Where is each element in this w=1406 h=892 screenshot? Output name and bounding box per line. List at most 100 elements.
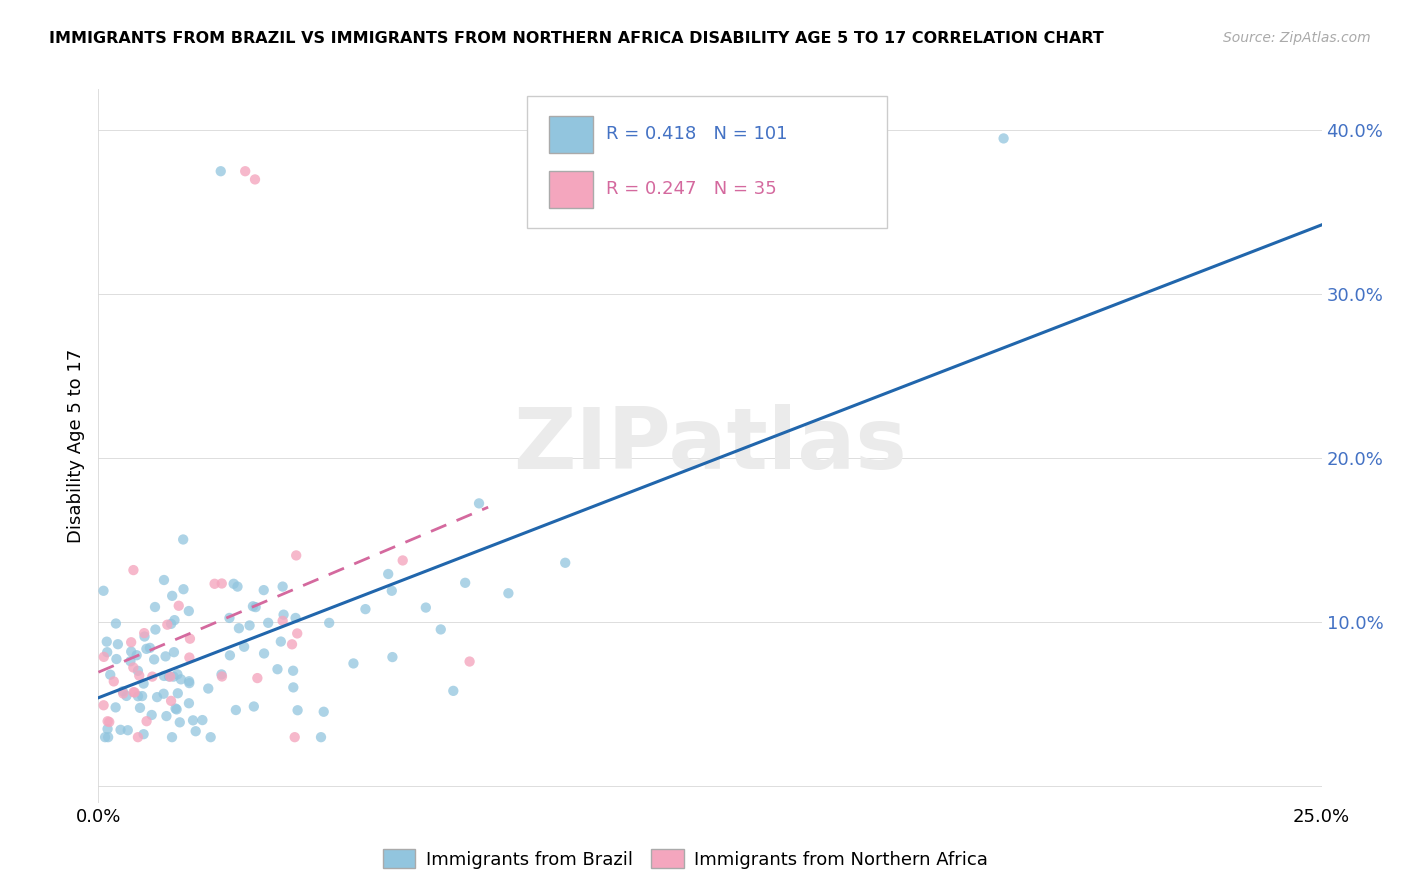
Point <box>377 566 399 581</box>
Legend: Immigrants from Brazil, Immigrants from Northern Africa: Immigrants from Brazil, Immigrants from … <box>375 842 995 876</box>
Point <box>458 655 481 669</box>
Point <box>166 686 188 700</box>
Point <box>155 709 177 723</box>
Point <box>179 676 201 690</box>
Point <box>122 685 145 699</box>
Point <box>115 689 138 703</box>
Y-axis label: Disability Age 5 to 17: Disability Age 5 to 17 <box>66 349 84 543</box>
Text: IMMIGRANTS FROM BRAZIL VS IMMIGRANTS FROM NORTHERN AFRICA DISABILITY AGE 5 TO 17: IMMIGRANTS FROM BRAZIL VS IMMIGRANTS FRO… <box>49 31 1104 46</box>
Point <box>163 613 186 627</box>
Point <box>104 700 127 714</box>
Point <box>163 645 186 659</box>
Point <box>211 667 233 681</box>
Point <box>381 583 404 598</box>
Point <box>181 714 204 728</box>
Point <box>287 703 309 717</box>
Point <box>111 684 134 698</box>
Point <box>177 604 200 618</box>
Point <box>117 723 139 738</box>
Point <box>122 660 145 674</box>
Point <box>94 730 117 744</box>
Text: R = 0.418   N = 101: R = 0.418 N = 101 <box>606 125 787 143</box>
Point <box>429 623 451 637</box>
FancyBboxPatch shape <box>548 116 592 153</box>
Point <box>122 563 145 577</box>
Point <box>245 600 267 615</box>
Point <box>191 713 214 727</box>
FancyBboxPatch shape <box>548 171 592 209</box>
Point <box>209 164 232 178</box>
Point <box>271 614 294 628</box>
Point <box>200 730 222 744</box>
Point <box>132 727 155 741</box>
Point <box>162 670 184 684</box>
Point <box>284 730 307 744</box>
Point <box>172 533 194 547</box>
Point <box>160 730 183 744</box>
Point <box>243 699 266 714</box>
Point <box>96 645 118 659</box>
Point <box>166 667 188 681</box>
Point <box>124 685 146 699</box>
Point <box>127 730 149 744</box>
Point <box>104 616 127 631</box>
Point <box>273 607 295 622</box>
Point <box>342 657 364 671</box>
Point <box>165 701 187 715</box>
Point <box>554 556 576 570</box>
Point <box>141 708 163 723</box>
Point <box>128 668 150 682</box>
Point <box>318 615 340 630</box>
Point <box>93 698 115 713</box>
Point <box>146 690 169 705</box>
Point <box>93 649 115 664</box>
Point <box>97 714 120 729</box>
Point <box>97 730 120 744</box>
Point <box>96 634 118 648</box>
Point <box>222 576 245 591</box>
Point <box>157 669 180 683</box>
Point <box>285 626 308 640</box>
Point <box>271 580 294 594</box>
Point <box>153 669 176 683</box>
Point <box>132 676 155 690</box>
Point <box>129 701 152 715</box>
Point <box>381 650 404 665</box>
Point <box>98 714 121 729</box>
Point <box>177 674 200 689</box>
Point <box>139 640 162 655</box>
Point <box>219 648 242 663</box>
Point <box>242 599 264 614</box>
Text: Source: ZipAtlas.com: Source: ZipAtlas.com <box>1223 31 1371 45</box>
Point <box>110 723 132 737</box>
Point <box>281 637 304 651</box>
Point <box>270 634 292 648</box>
Point <box>225 703 247 717</box>
Point <box>120 654 142 668</box>
Point <box>131 689 153 703</box>
Point <box>468 496 491 510</box>
Point <box>228 621 250 635</box>
Point <box>993 131 1015 145</box>
Point <box>415 600 437 615</box>
Point <box>93 583 115 598</box>
Point <box>160 616 183 631</box>
Point <box>125 648 148 663</box>
Point <box>253 583 276 598</box>
Point <box>204 576 226 591</box>
Point <box>135 641 157 656</box>
Point <box>283 681 305 695</box>
Point <box>498 586 520 600</box>
Point <box>285 549 308 563</box>
Point <box>143 600 166 615</box>
Text: ZIPatlas: ZIPatlas <box>513 404 907 488</box>
Point <box>141 670 163 684</box>
Point <box>211 669 233 683</box>
Point <box>170 673 193 687</box>
Point <box>211 576 233 591</box>
Point <box>391 553 413 567</box>
Point <box>253 647 276 661</box>
Point <box>441 684 464 698</box>
Point <box>127 664 149 678</box>
Point <box>156 617 179 632</box>
